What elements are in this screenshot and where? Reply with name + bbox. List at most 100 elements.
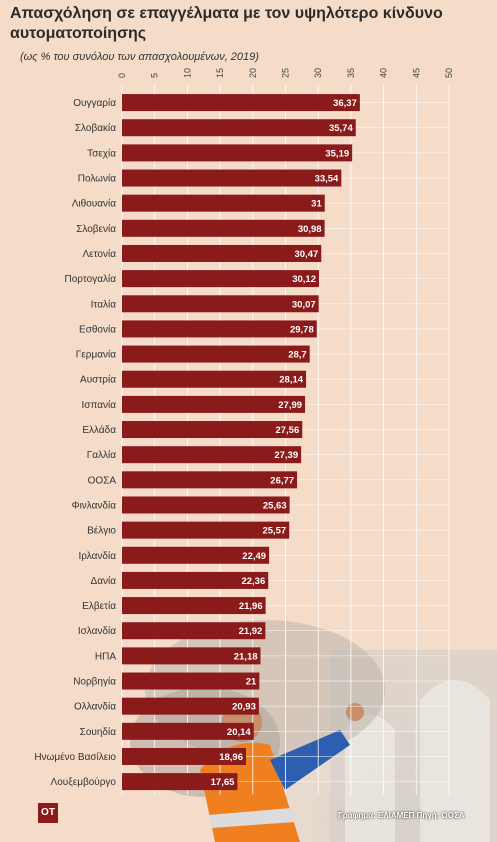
category-label: Ισλανδία xyxy=(78,625,116,637)
bar-Δανία xyxy=(122,571,269,589)
x-tick-label: 5 xyxy=(150,73,160,78)
bar-Ουγγαρία xyxy=(122,94,360,112)
category-label: Ελλάδα xyxy=(82,424,116,436)
bar-Γαλλία xyxy=(122,446,302,464)
category-label: Τσεχία xyxy=(87,147,116,159)
category-label: ΗΠΑ xyxy=(95,651,116,662)
category-label: ΟΟΣΑ xyxy=(88,475,117,486)
bar-Σλοβακία xyxy=(122,119,356,137)
value-label: 27,99 xyxy=(278,400,302,411)
bar-Γερμανία xyxy=(122,345,310,363)
category-label: Γερμανία xyxy=(76,349,116,361)
bar-Ιταλία xyxy=(122,295,319,313)
value-label: 33,54 xyxy=(315,174,339,185)
bar-Σουηδία xyxy=(122,722,254,740)
category-label: Πολωνία xyxy=(78,173,116,185)
category-label: Πορτογαλία xyxy=(65,273,117,285)
category-label: Αυστρία xyxy=(80,374,116,386)
x-tick-label: 20 xyxy=(248,68,258,78)
value-label: 21,92 xyxy=(239,626,263,637)
bar-Ισπανία xyxy=(122,395,306,413)
category-label: Σουηδία xyxy=(80,726,117,738)
source-note: Γράφημα: ΕΛΙΑΜΕΠ Πηγή: ΟΟΣΑ xyxy=(338,811,465,820)
value-label: 17,65 xyxy=(211,777,235,788)
value-label: 36,37 xyxy=(333,98,357,109)
category-label: Σλοβακία xyxy=(75,122,116,134)
value-labels: 36,37 35,74 35,19 33,54 31 30,98 30,47 30,12 30,… xyxy=(211,98,357,788)
bar-ΗΠΑ xyxy=(122,647,261,665)
bar-Εσθονία xyxy=(122,320,317,338)
bar-Σλοβενία xyxy=(122,219,325,237)
value-label: 22,36 xyxy=(241,576,265,587)
bar-Ολλανδία xyxy=(122,697,259,715)
category-label: Νορβηγία xyxy=(73,676,116,688)
bar-Πορτογαλία xyxy=(122,270,319,288)
value-label: 30,12 xyxy=(292,274,316,285)
x-tick-label: 25 xyxy=(281,68,291,78)
category-label: Δανία xyxy=(91,575,117,587)
bar-Νορβηγία xyxy=(122,672,260,690)
value-label: 30,47 xyxy=(294,249,318,260)
value-label: 35,19 xyxy=(325,148,349,159)
category-label: Ελβετία xyxy=(82,600,116,612)
bar-Τσεχία xyxy=(122,144,353,162)
bar-Λετονία xyxy=(122,244,322,262)
category-labels: Ουγγαρία Σλοβακία Τσεχία Πολωνία Λιθουανία Σλ… xyxy=(34,97,116,788)
value-label: 27,39 xyxy=(274,450,298,461)
category-label: Λουξεμβούργο xyxy=(51,776,117,788)
bars xyxy=(122,94,360,791)
bar-Αυστρία xyxy=(122,370,307,388)
category-label: Ισπανία xyxy=(82,399,117,411)
value-label: 21,18 xyxy=(234,651,258,662)
x-tick-label: 45 xyxy=(411,68,421,78)
value-label: 25,63 xyxy=(263,500,287,511)
category-label: Λιθουανία xyxy=(72,198,116,210)
value-label: 30,07 xyxy=(292,299,316,310)
value-label: 26,77 xyxy=(270,475,294,486)
value-label: 28,14 xyxy=(279,375,303,386)
bar-Πολωνία xyxy=(122,169,342,187)
bar-Ιρλανδία xyxy=(122,546,270,564)
chart-title: Απασχόληση σε επαγγέλματα με τον υψηλότε… xyxy=(10,5,443,42)
x-tick-label: 50 xyxy=(444,68,454,78)
bar-Λιθουανία xyxy=(122,194,325,212)
category-label: Σλοβενία xyxy=(76,223,116,235)
x-tick-label: 35 xyxy=(346,68,356,78)
x-tick-label: 10 xyxy=(182,68,192,78)
value-label: 21,96 xyxy=(239,601,263,612)
value-label: 20,93 xyxy=(232,702,256,713)
category-label: Ιταλία xyxy=(91,298,117,310)
bar-Φινλανδία xyxy=(122,496,290,514)
category-label: Ιρλανδία xyxy=(79,550,117,562)
value-label: 18,96 xyxy=(219,752,243,763)
category-label: Φινλανδία xyxy=(72,499,117,511)
value-label: 25,57 xyxy=(262,526,286,537)
value-label: 20,14 xyxy=(227,727,251,738)
bar-Λουξεμβούργο xyxy=(122,773,238,791)
value-label: 31 xyxy=(311,199,322,210)
value-label: 29,78 xyxy=(290,324,314,335)
chart-subtitle: (ως % του συνόλου των απασχολουμένων, 20… xyxy=(20,51,259,63)
x-axis-ticks: 0 5 10 15 20 25 30 35 40 45 50 xyxy=(117,68,454,78)
bar-ΟΟΣΑ xyxy=(122,471,298,489)
x-tick-label: 0 xyxy=(117,73,127,78)
bar-Ελλάδα xyxy=(122,421,303,439)
value-label: 28,7 xyxy=(288,350,307,361)
bar-Ηνωμένο Βασίλειο xyxy=(122,747,246,765)
value-label: 30,98 xyxy=(298,224,322,235)
x-tick-label: 30 xyxy=(313,68,323,78)
bar-Ισλανδία xyxy=(122,622,266,640)
category-label: Γαλλία xyxy=(87,449,117,461)
value-label: 27,56 xyxy=(275,425,299,436)
value-label: 22,49 xyxy=(242,551,266,562)
value-label: 35,74 xyxy=(329,123,353,134)
category-label: Ηνωμένο Βασίλειο xyxy=(34,751,116,763)
bar-Βέλγιο xyxy=(122,521,290,539)
category-label: Λετονία xyxy=(82,248,116,260)
category-label: Ολλανδία xyxy=(74,701,116,713)
x-tick-label: 15 xyxy=(215,68,225,78)
x-tick-label: 40 xyxy=(379,68,389,78)
category-label: Εσθονία xyxy=(79,323,116,335)
bar-Ελβετία xyxy=(122,597,266,615)
